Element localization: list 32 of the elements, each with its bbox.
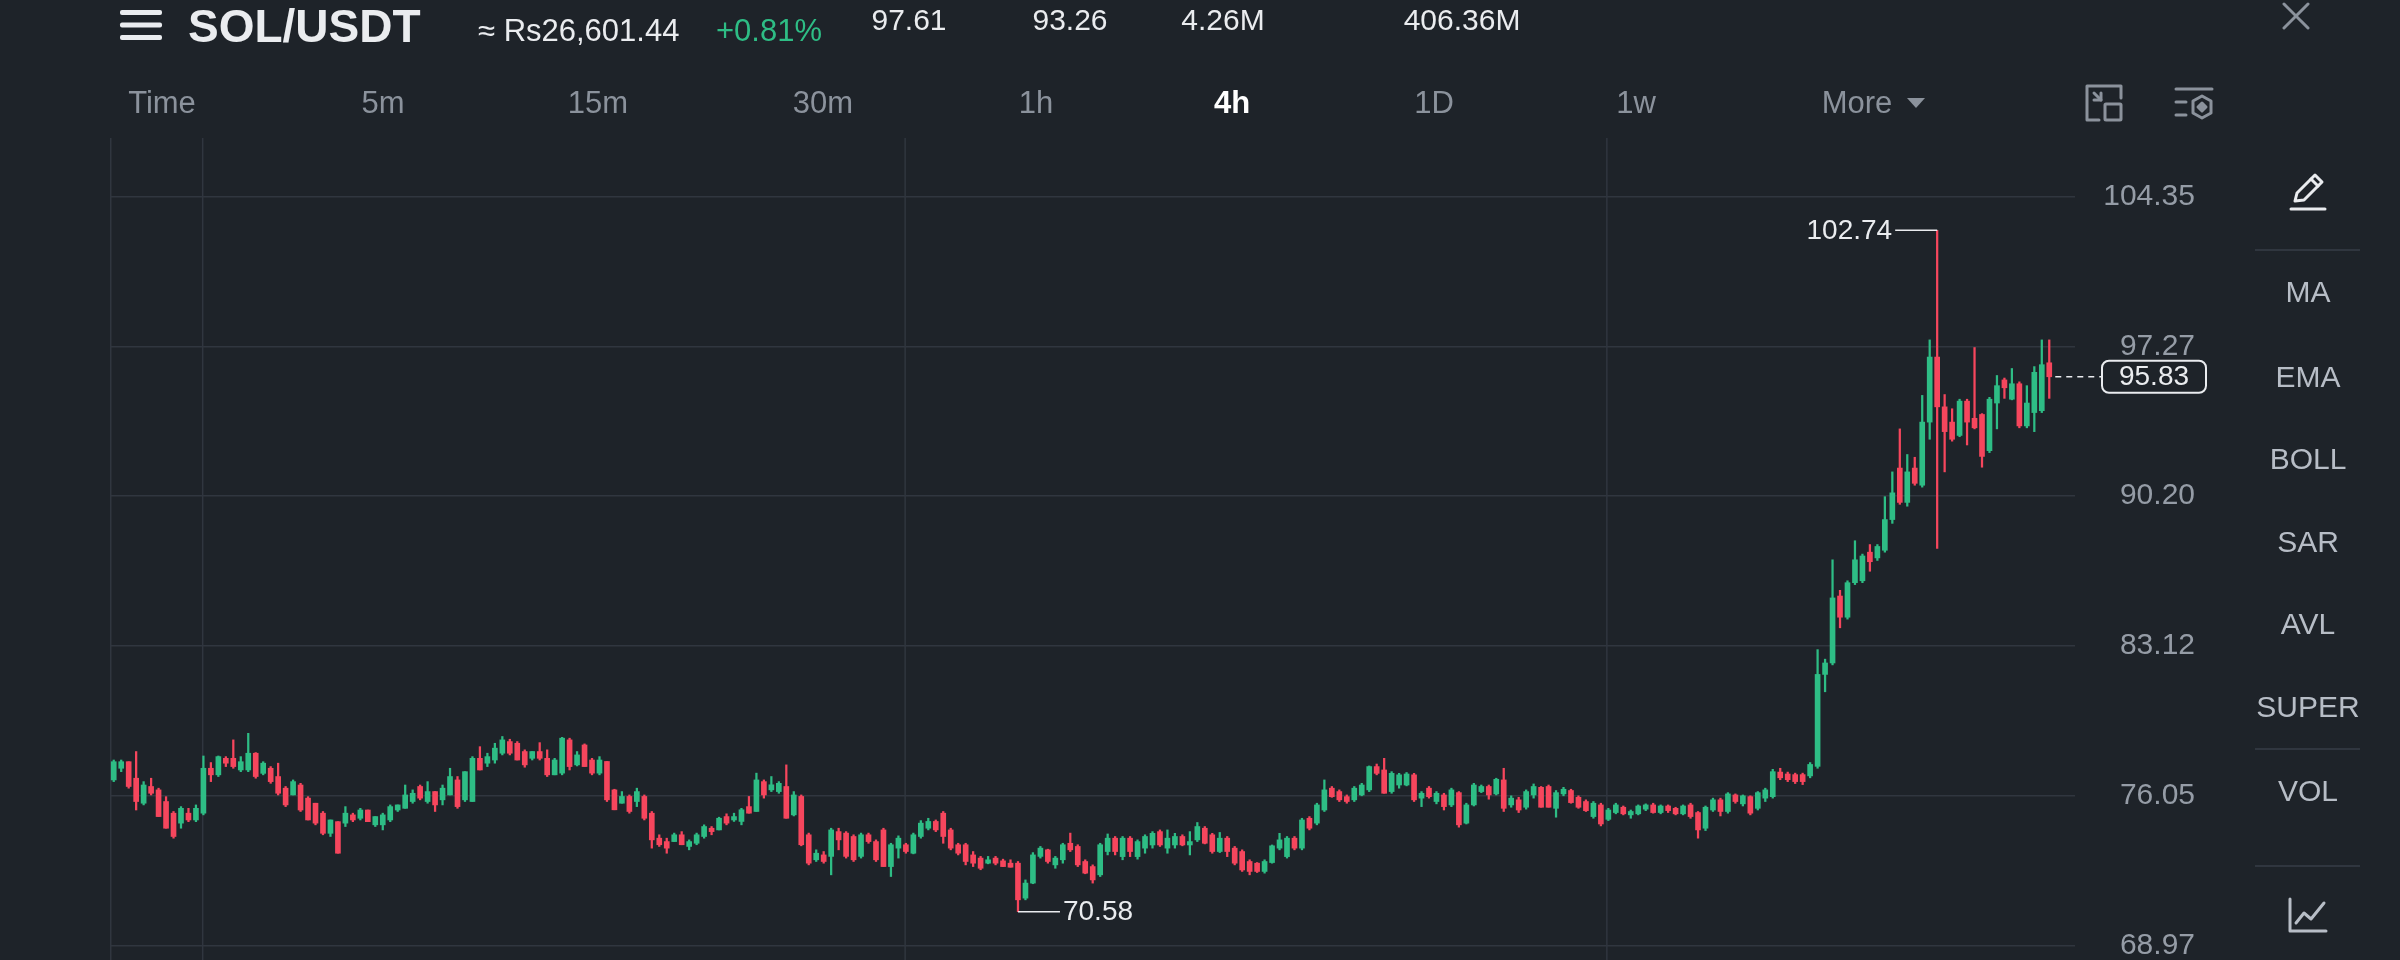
text: SUPER [2256,689,2360,725]
chart-title: SOL/USDT [188,0,421,52]
text: MA [2285,274,2331,310]
annotation: 70.58 [1062,895,1134,927]
text: 1h [1018,85,1054,121]
text: BOLL [2269,441,2347,477]
text: EMA [2275,359,2341,395]
annotation: 102.74 [1806,214,1893,246]
text: +0.81% [716,13,823,49]
ref-line-label: 95.83 [2118,360,2190,392]
text: 15m [567,85,629,121]
text: 1D [1414,85,1454,121]
text: 5m [361,85,405,121]
text: 406.36M [1403,2,1521,38]
y-tick-label: 76.05 [2119,777,2195,811]
text: 97.61 [871,2,947,38]
text: 93.26 [1032,2,1108,38]
text: 4h [1213,85,1251,121]
y-tick-label: 83.12 [2119,627,2195,661]
text: 30m [792,85,854,121]
text: More [1821,85,1893,121]
y-tick-label: 68.97 [2119,927,2195,960]
text: VOL [2277,773,2339,809]
y-tick-label: 97.27 [2119,327,2195,361]
text: 1w [1616,85,1656,121]
text: ≈ Rs26,601.44 [478,13,680,49]
y-tick-label: 90.20 [2119,477,2195,511]
text: Time [128,85,196,121]
text: SAR [2277,524,2339,560]
text: 4.26M [1181,2,1265,38]
y-tick-label: 104.35 [2103,177,2195,211]
text: AVL [2280,606,2336,642]
